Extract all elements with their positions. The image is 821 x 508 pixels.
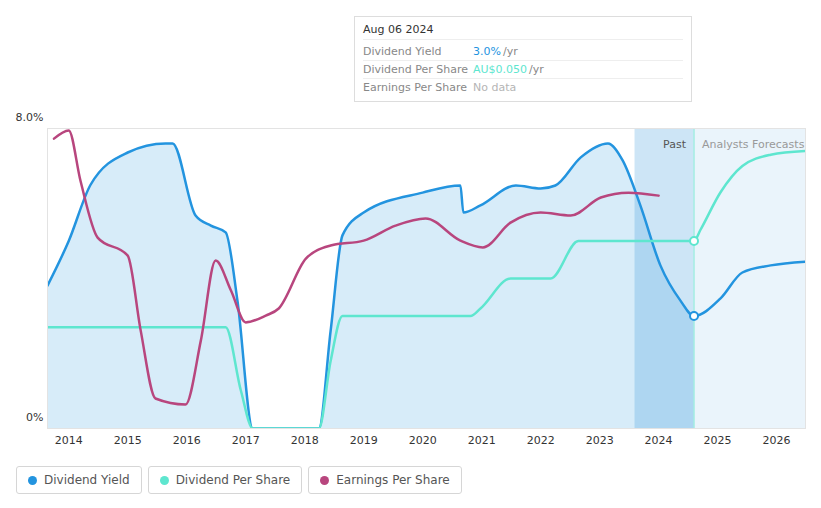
svg-text:2023: 2023 bbox=[586, 434, 614, 447]
svg-text:0%: 0% bbox=[26, 411, 43, 424]
html-text:Aug 06 2024: Aug 06 2024 bbox=[363, 23, 434, 36]
html-text:Dividend Yield: Dividend Yield bbox=[44, 473, 130, 487]
svg-text:2014: 2014 bbox=[55, 434, 83, 447]
svg-text:2016: 2016 bbox=[173, 434, 201, 447]
html-text:Earnings Per Share: Earnings Per Share bbox=[336, 473, 450, 487]
html-text:Earnings Per Share: Earnings Per Share bbox=[363, 81, 467, 94]
svg-text:2025: 2025 bbox=[704, 434, 732, 447]
html-text:3.0% /yr: 3.0% /yr bbox=[473, 45, 518, 58]
svg-text:2024: 2024 bbox=[645, 434, 673, 447]
svg-text:8.0%: 8.0% bbox=[16, 111, 44, 124]
html-text:Dividend Per Share AU$0.050 /y: Dividend Per Share AU$0.050 /yr bbox=[363, 63, 544, 76]
svg-text:2020: 2020 bbox=[409, 434, 437, 447]
svg-text:Analysts Forecasts: Analysts Forecasts bbox=[702, 138, 805, 151]
svg-text:2026: 2026 bbox=[763, 434, 791, 447]
svg-text:2017: 2017 bbox=[232, 434, 260, 447]
svg-text:2022: 2022 bbox=[527, 434, 555, 447]
svg-text:2019: 2019 bbox=[350, 434, 378, 447]
svg-text:2015: 2015 bbox=[114, 434, 142, 447]
svg-text:Past: Past bbox=[663, 138, 687, 151]
svg-text:2018: 2018 bbox=[291, 434, 319, 447]
html-text:Dividend Yield: Dividend Yield bbox=[363, 45, 442, 58]
svg-text:2021: 2021 bbox=[468, 434, 496, 447]
html-text:No data: No data bbox=[473, 81, 517, 94]
html-text:Dividend Per Share: Dividend Per Share bbox=[175, 473, 291, 487]
